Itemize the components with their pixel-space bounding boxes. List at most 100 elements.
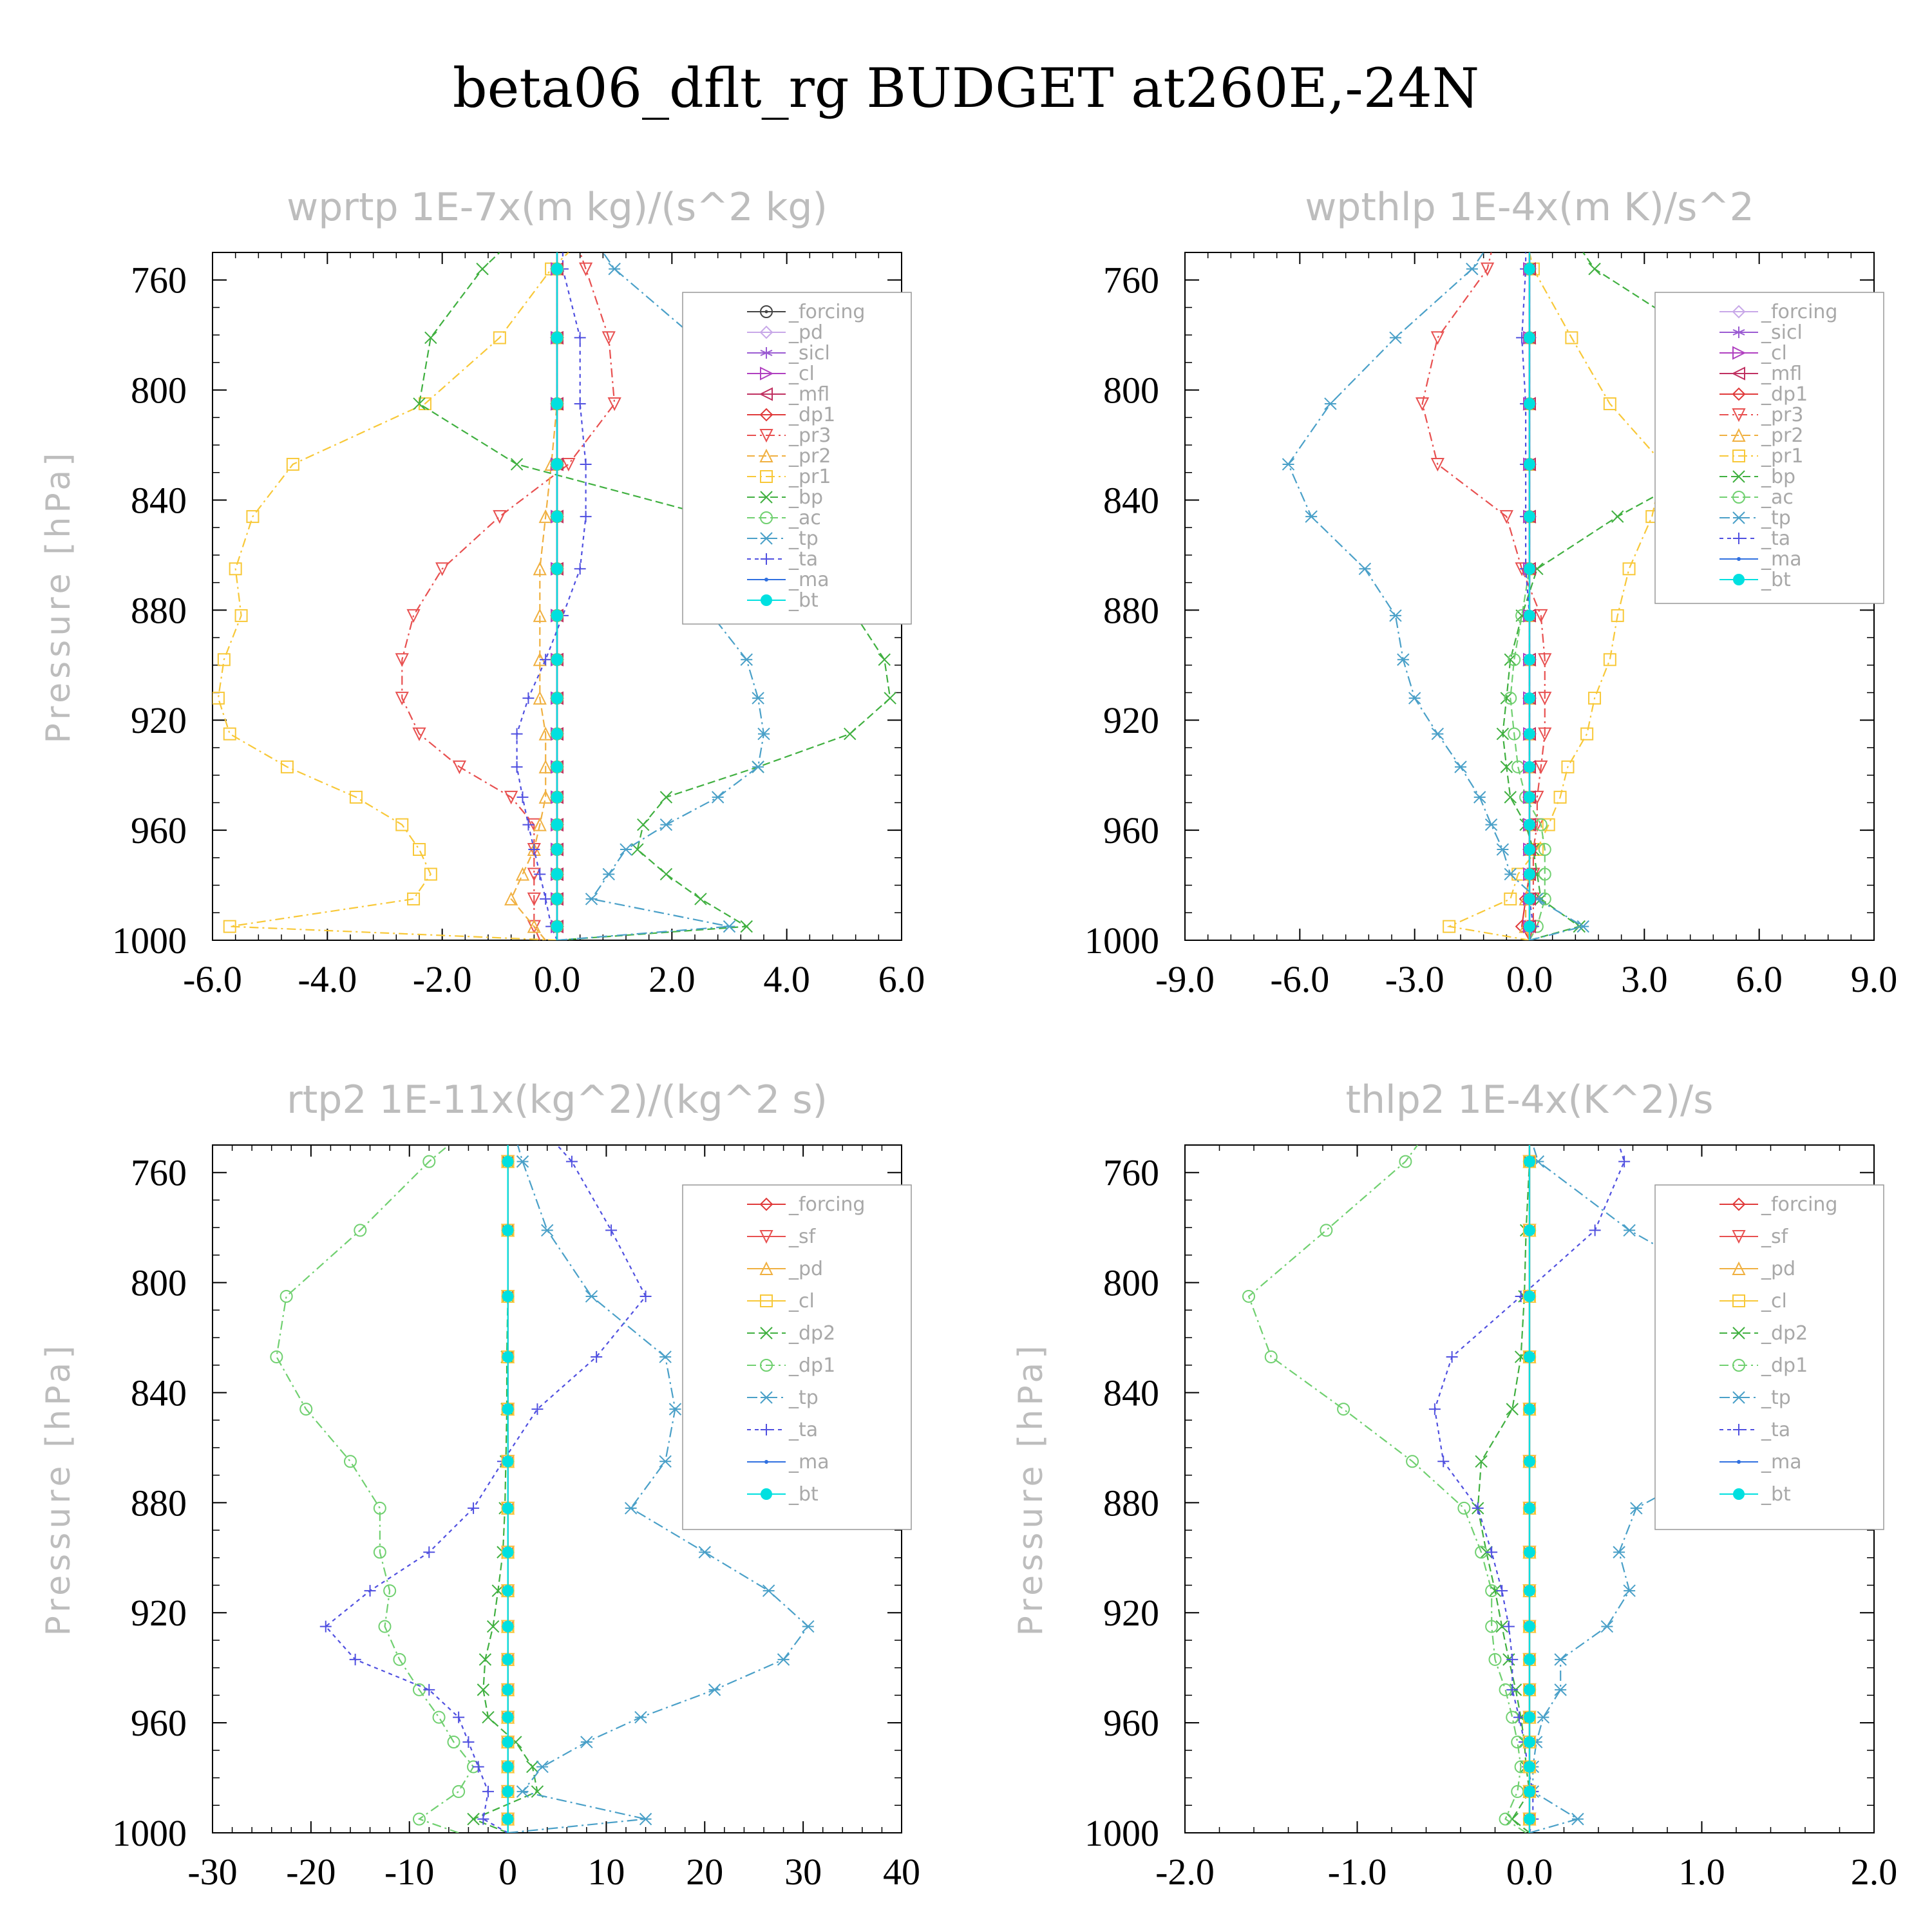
data-point [413,397,426,410]
data-point [1600,1620,1614,1633]
data-point [551,893,563,905]
data-point [493,510,507,524]
chart-panel-2: wpthlp 1E-4x(m K)/s^2 -9.0 -6.0 -3.0 0.0 3.0 6… [1084,185,1897,1000]
legend-marker [1732,511,1745,524]
legend-label: _mfl [788,383,829,406]
data-point [286,457,299,471]
legend-label: _sf [1761,1226,1789,1248]
data-point [1524,1403,1535,1416]
y-tick-label: 880 [131,589,187,631]
data-point [578,262,593,276]
x-tick-label: 2.0 [649,958,696,1000]
data-point [574,332,586,344]
data-point [1611,609,1624,622]
data-point [639,1290,652,1302]
legend-marker [1733,533,1745,544]
legend-label: _ta [788,548,818,571]
data-point [1480,262,1495,276]
y-tick-label: 920 [1103,1592,1159,1634]
data-point [502,1813,514,1825]
data-point [1524,1224,1535,1236]
data-point [423,1546,435,1558]
data-point [223,727,236,741]
data-point [1524,728,1535,740]
data-point [1408,692,1421,705]
data-point [1524,511,1535,523]
data-point [1588,262,1601,276]
legend-box [1654,1184,1884,1530]
legend: _forcing _sf _pd _cl _dp2 _dp1 _tp _ta _ma _bt [1654,1184,1884,1530]
data-point [234,609,248,622]
legend-marker [759,1261,773,1275]
data-point [395,653,409,667]
data-point [639,1812,652,1826]
data-point [319,1620,332,1633]
data-point [1524,1785,1535,1797]
legend-label: _ta [1761,527,1790,550]
data-point [1454,761,1467,773]
x-tick-label: 20 [686,1851,723,1893]
y-tick-label: 840 [131,479,187,521]
data-point [1496,727,1510,741]
x-tick-label: -6.0 [1270,958,1329,1000]
legend-label: _ac [1761,486,1794,509]
data-point [246,510,260,524]
data-point [502,1620,514,1633]
y-tick-label: 960 [1103,810,1159,851]
data-point [551,563,563,575]
data-point [533,608,547,622]
data-point [1524,1683,1535,1696]
legend-marker [760,1359,773,1372]
plot-area [213,252,896,940]
legend-item: _sf [747,1226,817,1248]
data-point [601,331,616,345]
data-point [1553,790,1567,804]
legend-label: _pr1 [1761,445,1803,468]
legend-item: _tp [1719,1387,1791,1409]
x-tick-label: 6.0 [878,958,925,1000]
legend-marker [1732,327,1745,338]
legend-marker [759,429,773,443]
legend-item: _bt [747,589,819,612]
data-point [502,1546,514,1558]
series-bt [1524,1145,1535,1833]
legend: _forcing _sf _pd _cl _dp2 _dp1 _tp _ta _ma _bt [682,1184,912,1530]
y-tick-label: 800 [1103,370,1159,412]
y-tick-label: 880 [1103,589,1159,631]
data-point [502,1785,514,1797]
legend-marker [759,387,773,401]
data-point [538,759,553,773]
legend-marker [1732,1327,1745,1340]
y-tick-label: 960 [131,810,187,851]
data-point [551,844,563,856]
data-point [413,843,426,857]
data-point [1406,1455,1419,1468]
y-tick-label: 760 [131,1152,187,1194]
legend-marker [760,491,773,504]
data-point [229,562,242,576]
plot-area [1282,252,1774,940]
data-point [1508,727,1521,741]
legend-item: _cl [747,1290,815,1312]
data-point [502,1403,514,1416]
legend-label: _pr2 [788,445,831,468]
data-point [1524,1290,1535,1302]
legend-item: _pr1 [747,466,831,488]
data-point [1524,1736,1535,1748]
legend-marker [1732,450,1745,462]
series-tp [507,1145,815,1833]
data-point [528,844,540,856]
y-tick-label: 920 [131,1592,187,1634]
data-point [540,654,552,666]
series-line [217,252,569,940]
legend-marker [1732,470,1745,483]
legend-item: _pr2 [1719,424,1803,447]
data-point [1524,920,1535,933]
legend-label: _bp [788,486,823,509]
legend-label: _tp [1761,1387,1791,1409]
data-point [1524,1711,1535,1723]
data-point [482,1785,494,1797]
data-point [432,1710,446,1724]
data-point [424,331,437,345]
data-point [486,1620,500,1633]
